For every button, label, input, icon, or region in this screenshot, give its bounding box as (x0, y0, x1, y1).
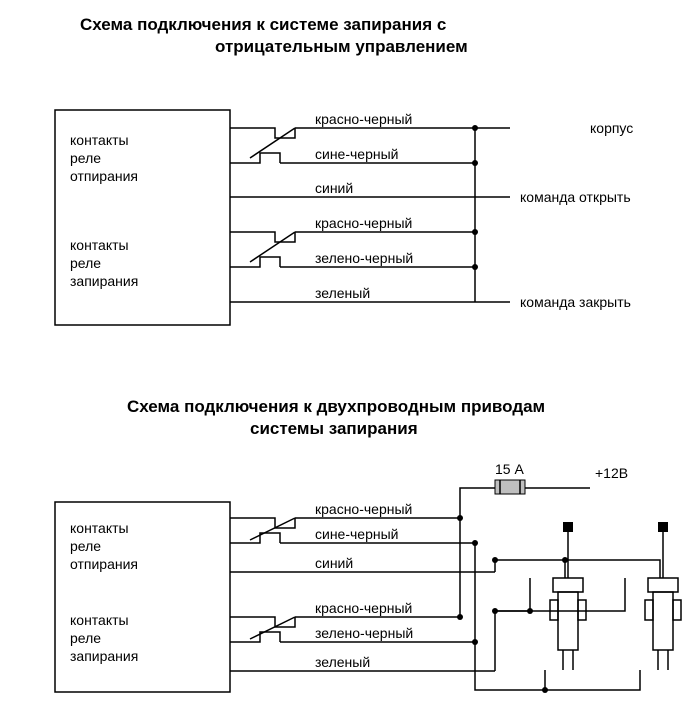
relay-close-1-line-3: запирания (70, 273, 138, 289)
d1-label-red-black-2: красно-черный (315, 215, 412, 231)
relay-close-2-line-2: реле (70, 630, 101, 646)
d2-to-fuse (460, 488, 495, 518)
d1-open-com-lug (230, 128, 295, 138)
d2-common-to-act2 (545, 670, 640, 690)
d1-node-3 (472, 229, 478, 235)
d1-close-com-lug (230, 232, 295, 242)
title-1-line-1: Схема подключения к системе запирания с (80, 15, 446, 34)
d1-label-blue: синий (315, 180, 353, 196)
relay-close-2-line-3: запирания (70, 648, 138, 664)
relay-open-2-line-3: отпирания (70, 556, 138, 572)
relay-close-1-line-2: реле (70, 255, 101, 271)
d2-common-to-act1 (475, 642, 545, 690)
actuator-2-icon (645, 522, 681, 670)
d2-green-to-act2 (495, 578, 625, 611)
relay-close-2-line-1: контакты (70, 612, 129, 628)
d2-label-red-black-2: красно-черный (315, 600, 412, 616)
d2-node-green-b (527, 608, 533, 614)
relay-open-1-line-3: отпирания (70, 168, 138, 184)
d1-out-open: команда открыть (520, 189, 631, 205)
d2-label-green: зеленый (315, 654, 370, 670)
d2-close-wiper (250, 617, 295, 639)
relay-open-2-line-2: реле (70, 538, 101, 554)
d2-node-blue-a (492, 557, 498, 563)
title-1-line-2: отрицательным управлением (215, 37, 468, 56)
d1-out-body: корпус (590, 120, 633, 136)
power-label: +12В (595, 465, 628, 481)
relay-open-2-line-1: контакты (70, 520, 129, 536)
title-2-line-1: Схема подключения к двухпроводным привод… (127, 397, 545, 416)
d1-label-green: зеленый (315, 285, 370, 301)
d2-label-red-black-1: красно-черный (315, 501, 412, 517)
relay-close-1-line-1: контакты (70, 237, 129, 253)
d2-blue-to-act2 (565, 560, 660, 578)
fuse-label: 15 А (495, 461, 524, 477)
d2-open-wiper (250, 518, 295, 540)
title-2-line-2: системы запирания (250, 419, 418, 438)
d2-green-to-act1 (495, 578, 530, 671)
d1-node-4 (472, 264, 478, 270)
d1-label-blue-black: сине-черный (315, 146, 398, 162)
d2-label-blue: синий (315, 555, 353, 571)
relay-open-1-line-2: реле (70, 150, 101, 166)
d1-label-red-black-1: красно-черный (315, 111, 412, 127)
actuator-1-icon (550, 522, 586, 670)
wiring-diagram: Схема подключения к системе запирания с … (0, 0, 693, 706)
fuse-icon (495, 480, 525, 494)
d2-label-blue-black: сине-черный (315, 526, 398, 542)
d1-node-2 (472, 160, 478, 166)
d2-blue-to-act1 (495, 560, 565, 578)
d1-out-close: команда закрыть (520, 294, 631, 310)
relay-open-1-line-1: контакты (70, 132, 129, 148)
d2-label-green-black: зелено-черный (315, 625, 413, 641)
d1-label-green-black: зелено-черный (315, 250, 413, 266)
